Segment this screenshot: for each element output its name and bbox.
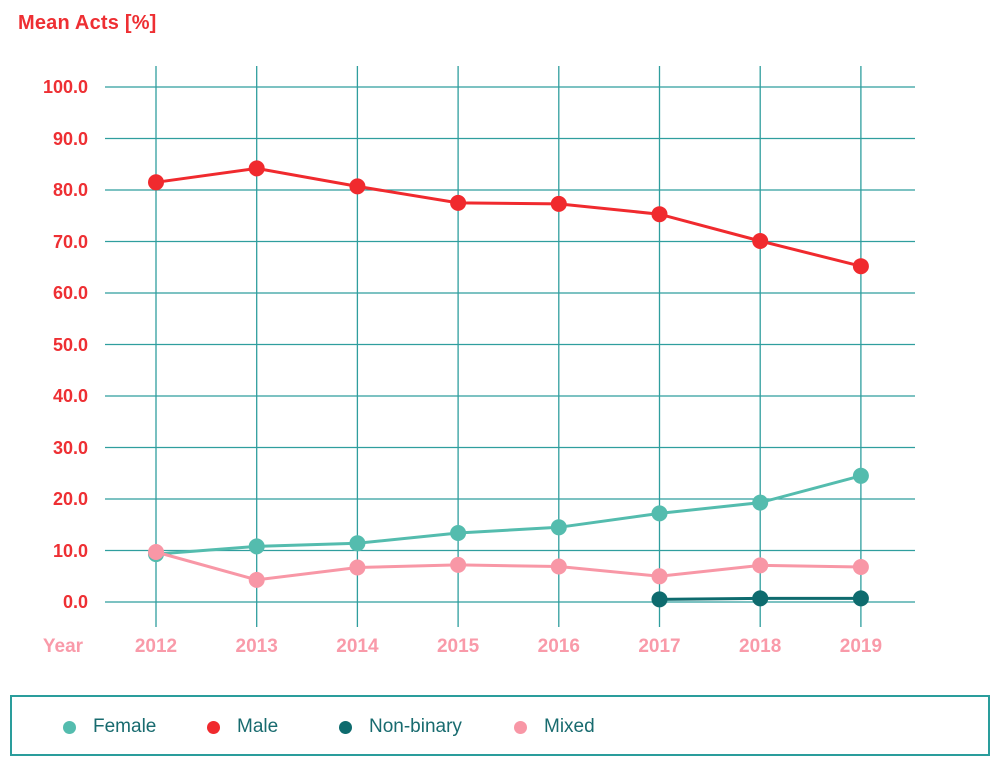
y-tick-label: 10.0 — [52, 540, 88, 561]
x-tick-label: 2016 — [537, 636, 580, 657]
data-point-male — [349, 178, 366, 195]
x-tick-label: 2017 — [638, 636, 681, 657]
data-point-female — [349, 535, 366, 552]
data-point-male — [852, 258, 869, 275]
data-point-female — [248, 538, 265, 555]
x-tick-label: 2013 — [235, 636, 278, 657]
y-tick-label: 50.0 — [52, 334, 88, 355]
legend-item-mixed: Mixed — [514, 714, 595, 740]
data-point-male — [450, 194, 467, 211]
x-axis-title: Year — [42, 636, 84, 657]
x-tick-label: 2014 — [336, 636, 379, 657]
y-tick-label: 60.0 — [52, 283, 88, 303]
y-tick-label: 70.0 — [52, 231, 88, 252]
series-line-mixed — [155, 550, 861, 582]
legend-dot-mixed — [514, 720, 527, 734]
legend: Female Male Non-binary Mixed — [10, 695, 990, 756]
chart-title: Mean Acts [%] — [18, 12, 157, 34]
data-point-non-binary — [852, 590, 869, 607]
data-point-female — [752, 494, 769, 511]
y-tick-label: 90.0 — [52, 128, 88, 149]
data-point-non-binary — [752, 590, 769, 607]
data-point-male — [550, 195, 567, 212]
data-point-female — [651, 505, 668, 522]
series-mixed — [148, 544, 869, 588]
legend-dot-non-binary — [339, 720, 352, 734]
x-tick-label: 2018 — [739, 636, 782, 657]
x-tick-label: 2012 — [134, 636, 178, 657]
y-tick-label: 80.0 — [52, 180, 88, 200]
data-point-mixed — [450, 556, 467, 573]
legend-item-male: Male — [207, 714, 278, 740]
data-point-female — [852, 467, 869, 484]
data-point-female — [550, 519, 567, 536]
series-male — [148, 160, 869, 275]
data-point-mixed — [148, 544, 164, 560]
data-point-male — [148, 174, 164, 191]
y-axis-tick-labels: 100.0 90.0 80.0 70.0 60.0 50.0 40.0 30.0 20.0 10.… — [0, 0, 88, 690]
legend-label-male: Male — [237, 716, 279, 737]
series-line-female — [155, 474, 862, 556]
x-tick-label: 2015 — [436, 636, 480, 657]
y-tick-label: 20.0 — [52, 489, 88, 509]
y-tick-label: 30.0 — [52, 437, 88, 458]
legend-item-non-binary: Non-binary — [339, 714, 462, 740]
legend-label-mixed: Mixed — [544, 716, 595, 737]
y-tick-label: 0.0 — [62, 592, 88, 612]
x-tick-label: 2019 — [839, 636, 883, 657]
data-point-male — [651, 206, 668, 223]
data-point-mixed — [752, 557, 769, 574]
data-point-mixed — [651, 568, 668, 585]
y-tick-label: 40.0 — [52, 386, 88, 406]
y-tick-label: 100.0 — [42, 77, 88, 97]
legend-item-female: Female — [63, 714, 156, 740]
legend-label-female: Female — [93, 716, 157, 737]
series-line-male — [155, 166, 862, 268]
chart-plot-area — [105, 66, 915, 627]
data-point-male — [248, 160, 265, 177]
data-point-mixed — [852, 559, 869, 575]
legend-label-non-binary: Non-binary — [369, 716, 462, 737]
data-point-mixed — [349, 559, 366, 576]
data-point-non-binary — [651, 591, 668, 608]
x-axis-tick-labels: 2012 2013 2014 2015 2016 2017 2018 2019 — [0, 636, 1000, 666]
data-point-male — [752, 233, 769, 249]
data-point-mixed — [248, 571, 265, 588]
data-point-mixed — [550, 558, 567, 575]
data-point-female — [450, 525, 467, 541]
series-non-binary — [651, 590, 869, 608]
legend-dot-male — [207, 720, 220, 734]
legend-dot-female — [63, 720, 76, 734]
